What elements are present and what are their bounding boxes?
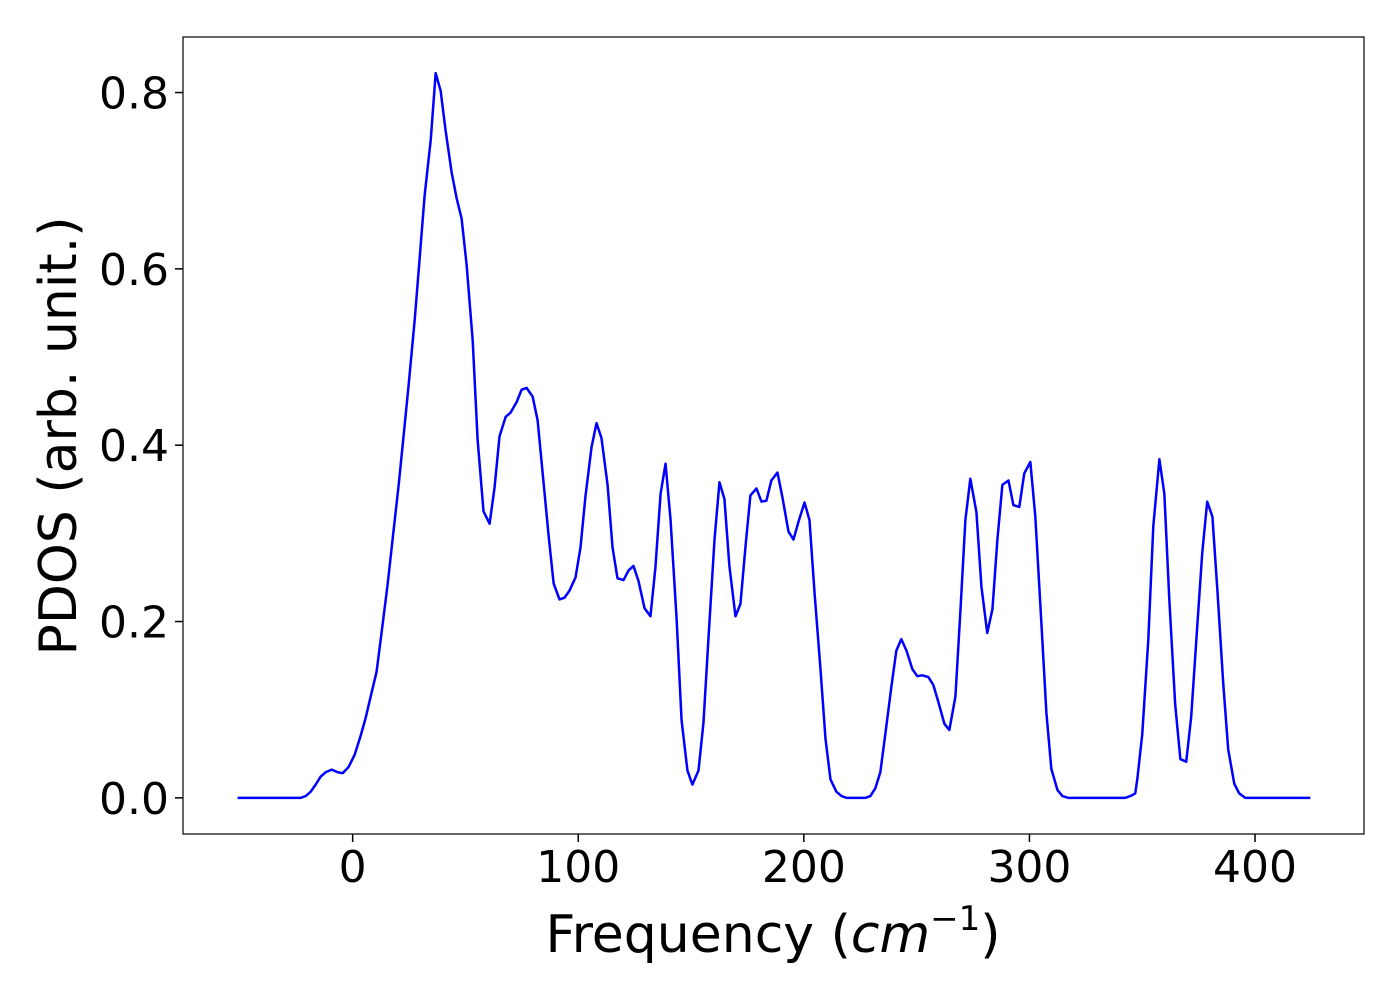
x-label-part: −1: [930, 899, 980, 939]
x-axis-label: Frequency (cm−1): [545, 899, 1000, 965]
x-tick-label: 300: [987, 842, 1071, 893]
x-tick-label: 100: [536, 842, 620, 893]
x-label-part: ): [980, 905, 1000, 965]
x-tick-label: 0: [339, 842, 367, 893]
x-label-part: cm: [851, 905, 930, 965]
x-tick-label: 400: [1213, 842, 1297, 893]
y-tick-label: 0.0: [99, 774, 169, 825]
x-tick-label: 200: [762, 842, 846, 893]
y-tick-label: 0.6: [99, 245, 169, 296]
y-tick-label: 0.2: [99, 598, 169, 649]
plot-frame: [182, 36, 1365, 835]
y-axis-label: PDOS (arb. unit.): [29, 216, 89, 655]
x-label-part: Frequency (: [545, 905, 850, 965]
y-tick-label: 0.8: [99, 69, 169, 120]
data-line: [237, 71, 1311, 800]
y-tick-label: 0.4: [99, 421, 169, 472]
